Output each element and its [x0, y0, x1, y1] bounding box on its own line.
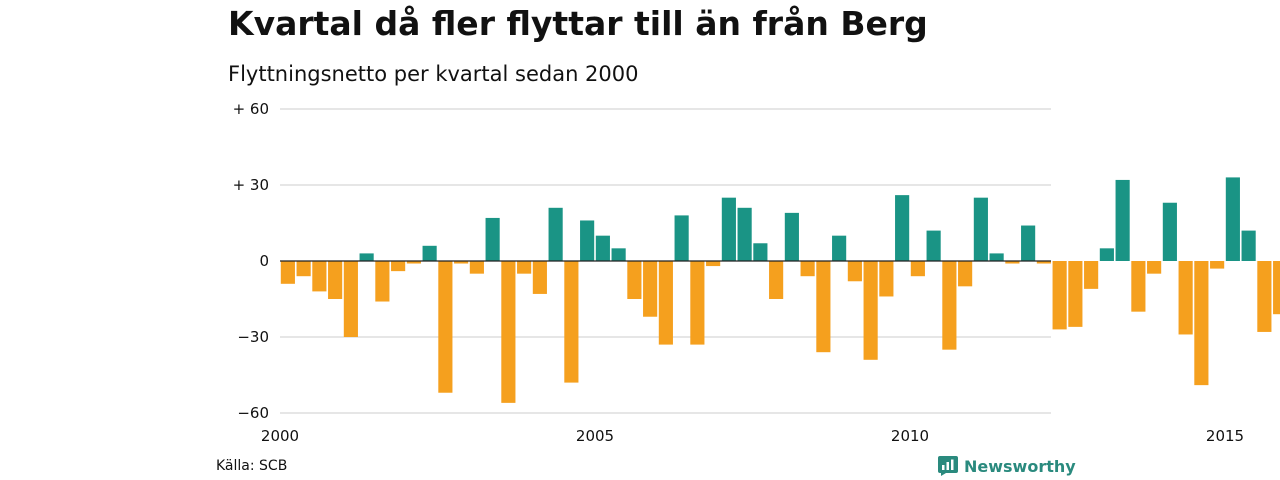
bar [958, 261, 973, 287]
bar [1052, 261, 1067, 330]
bar [1131, 261, 1146, 312]
bar [438, 261, 453, 393]
x-tick-label: 2005 [576, 427, 614, 445]
bar [753, 243, 768, 261]
bar [454, 261, 469, 264]
bar [706, 261, 721, 267]
bar [501, 261, 516, 403]
bar [1115, 179, 1130, 261]
x-tick-label: 2000 [261, 427, 299, 445]
bar [942, 261, 957, 350]
bar [910, 261, 925, 277]
bar [312, 261, 327, 292]
bar [391, 261, 406, 272]
bar [1147, 261, 1162, 274]
bar [690, 261, 705, 345]
brand-name: Newsworthy [964, 456, 1076, 476]
bar [627, 261, 642, 299]
bar [280, 261, 295, 284]
bar [1021, 225, 1036, 261]
bar [926, 230, 941, 261]
bar [1036, 261, 1051, 264]
bar [674, 215, 689, 261]
chart-subtitle: Flyttningsnetto per kvartal sedan 2000 [228, 62, 639, 86]
x-tick-label: 2015 [1206, 427, 1244, 445]
bar [769, 261, 784, 299]
bar [658, 261, 673, 345]
bar [1068, 261, 1083, 327]
bar [1084, 261, 1099, 289]
bar [1005, 261, 1020, 264]
bar [532, 261, 547, 294]
bar [580, 220, 595, 261]
bar [1273, 261, 1280, 315]
bar [517, 261, 532, 274]
bar [784, 212, 799, 261]
y-tick-label: −60 [237, 404, 269, 422]
chart-title: Kvartal då fler flyttar till än från Ber… [228, 4, 928, 43]
bar [800, 261, 815, 277]
bar [422, 245, 437, 261]
bar [375, 261, 390, 302]
bar [879, 261, 894, 297]
bar [989, 253, 1004, 261]
bar [595, 235, 610, 261]
bar [296, 261, 311, 277]
bar [1162, 202, 1177, 261]
bar [863, 261, 878, 360]
bar [328, 261, 343, 299]
y-tick-label: + 60 [233, 100, 269, 118]
bar [816, 261, 831, 353]
bar [564, 261, 579, 383]
y-tick-label: 0 [259, 252, 269, 270]
bars [280, 177, 1280, 403]
x-tick-label: 2010 [891, 427, 929, 445]
bar [895, 195, 910, 261]
axes: + 60+ 300−30−6020002005201020152020 [233, 100, 1245, 445]
bar [469, 261, 484, 274]
bar [643, 261, 658, 317]
bar [548, 207, 563, 261]
bar [611, 248, 626, 261]
bar [1194, 261, 1209, 386]
bar [1257, 261, 1272, 332]
bar [832, 235, 847, 261]
y-tick-label: −30 [237, 328, 269, 346]
newsworthy-logo-icon [938, 456, 958, 476]
bar [737, 207, 752, 261]
bar [359, 253, 374, 261]
bar [721, 197, 736, 261]
bar [485, 217, 500, 261]
bar [847, 261, 862, 282]
source-note: Källa: SCB [216, 458, 288, 474]
brand-logo[interactable]: Newsworthy [938, 455, 1076, 477]
bar [1178, 261, 1193, 335]
bar [973, 197, 988, 261]
bar [1225, 177, 1240, 261]
y-tick-label: + 30 [233, 176, 269, 194]
bar [1210, 261, 1225, 269]
bar [1241, 230, 1256, 261]
bar [343, 261, 358, 337]
bar [1099, 248, 1114, 261]
bar [406, 261, 421, 264]
